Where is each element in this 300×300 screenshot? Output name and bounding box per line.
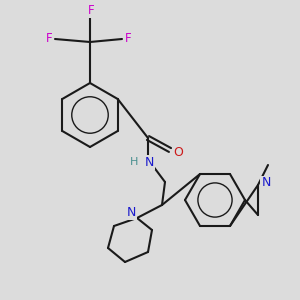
Text: F: F (125, 32, 131, 44)
Text: F: F (88, 4, 94, 17)
Text: N: N (144, 155, 154, 169)
Text: N: N (261, 176, 271, 190)
Text: F: F (46, 32, 52, 44)
Text: N: N (126, 206, 136, 218)
Text: O: O (173, 146, 183, 158)
Text: H: H (130, 157, 138, 167)
